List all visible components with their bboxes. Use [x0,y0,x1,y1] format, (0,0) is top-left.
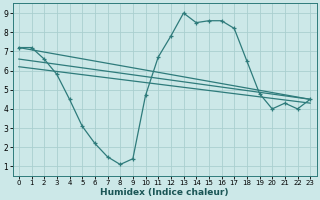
X-axis label: Humidex (Indice chaleur): Humidex (Indice chaleur) [100,188,229,197]
